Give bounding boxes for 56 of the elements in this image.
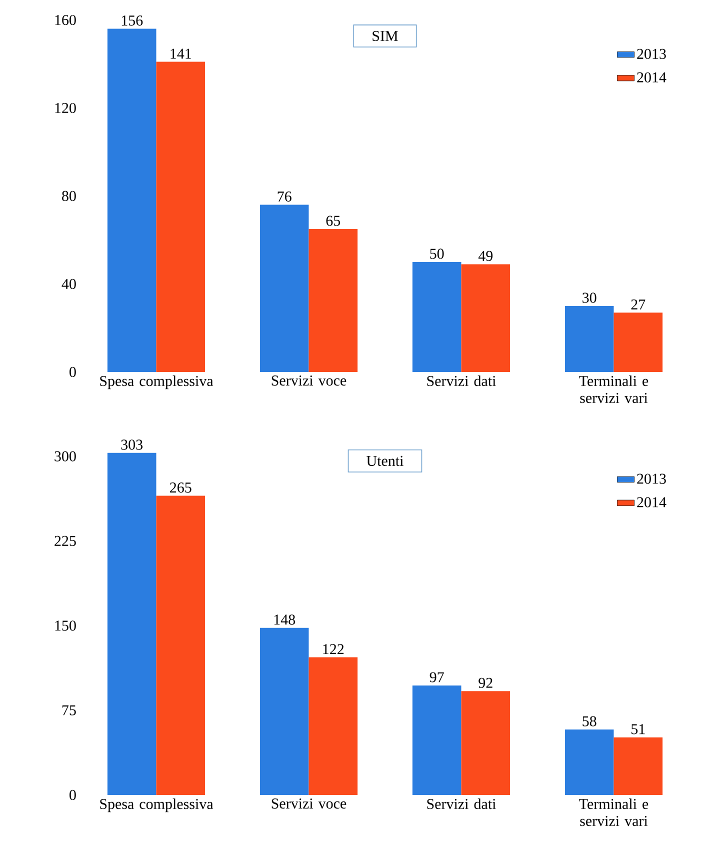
bar xyxy=(412,262,462,372)
data-label: 27 xyxy=(631,299,646,310)
y-tick-label: 0 xyxy=(70,366,76,378)
y-tick-label: 0 xyxy=(70,790,76,800)
bar xyxy=(614,312,663,372)
y-tick-label: 150 xyxy=(55,620,76,631)
data-label: 265 xyxy=(170,482,192,493)
y-tick-label: 120 xyxy=(55,102,76,114)
bar xyxy=(260,204,309,372)
x-tick-label: Terminali e servizi vari xyxy=(579,798,648,826)
bar xyxy=(412,685,462,795)
legend-label: 2013 xyxy=(637,474,666,484)
text: SIM xyxy=(372,30,398,42)
data-label: 76 xyxy=(278,192,292,202)
x-tick-label: Spesa complessiva xyxy=(100,376,214,390)
data-label: 58 xyxy=(582,716,596,726)
y-tick-label: 75 xyxy=(62,705,76,716)
bar xyxy=(107,452,156,795)
data-label: 49 xyxy=(478,250,493,261)
bar xyxy=(260,628,309,795)
bar xyxy=(107,28,156,372)
data-label: 30 xyxy=(582,292,596,303)
y-tick-label: 160 xyxy=(55,14,76,26)
data-label: 97 xyxy=(430,672,444,682)
data-label: 92 xyxy=(478,678,492,688)
y-tick-label: 300 xyxy=(54,451,76,462)
x-tick-label: Servizi voce xyxy=(272,376,346,386)
legend-label: 2014 xyxy=(637,497,666,508)
data-label: 51 xyxy=(632,724,645,734)
x-tick-label: Servizi dati xyxy=(427,798,496,810)
x-tick-label: Servizi dati xyxy=(427,376,496,386)
data-label: 122 xyxy=(323,644,344,654)
bar xyxy=(461,691,510,795)
data-label: 141 xyxy=(170,48,191,59)
data-label: 50 xyxy=(430,248,444,259)
text: Utenti xyxy=(366,456,404,466)
x-tick-label: Terminali e servizi vari xyxy=(579,376,648,404)
y-tick-label: 40 xyxy=(62,278,76,290)
x-tick-label: Servizi voce xyxy=(272,798,346,809)
bar xyxy=(461,264,510,372)
y-tick-label: 80 xyxy=(62,190,76,202)
bar xyxy=(308,657,358,795)
bar xyxy=(156,496,206,795)
bar xyxy=(308,228,358,372)
data-label: 303 xyxy=(121,440,143,450)
y-tick-label: 225 xyxy=(54,536,76,546)
legend-label: 2014 xyxy=(637,72,666,82)
bar xyxy=(156,62,206,372)
bar xyxy=(614,737,663,795)
bar xyxy=(564,306,614,372)
legend-label: 2013 xyxy=(637,48,666,59)
bar xyxy=(564,730,614,795)
data-label: 156 xyxy=(122,16,143,26)
data-label: 148 xyxy=(274,614,296,625)
data-label: 65 xyxy=(326,216,340,226)
x-tick-label: Spesa complessiva xyxy=(100,798,214,812)
